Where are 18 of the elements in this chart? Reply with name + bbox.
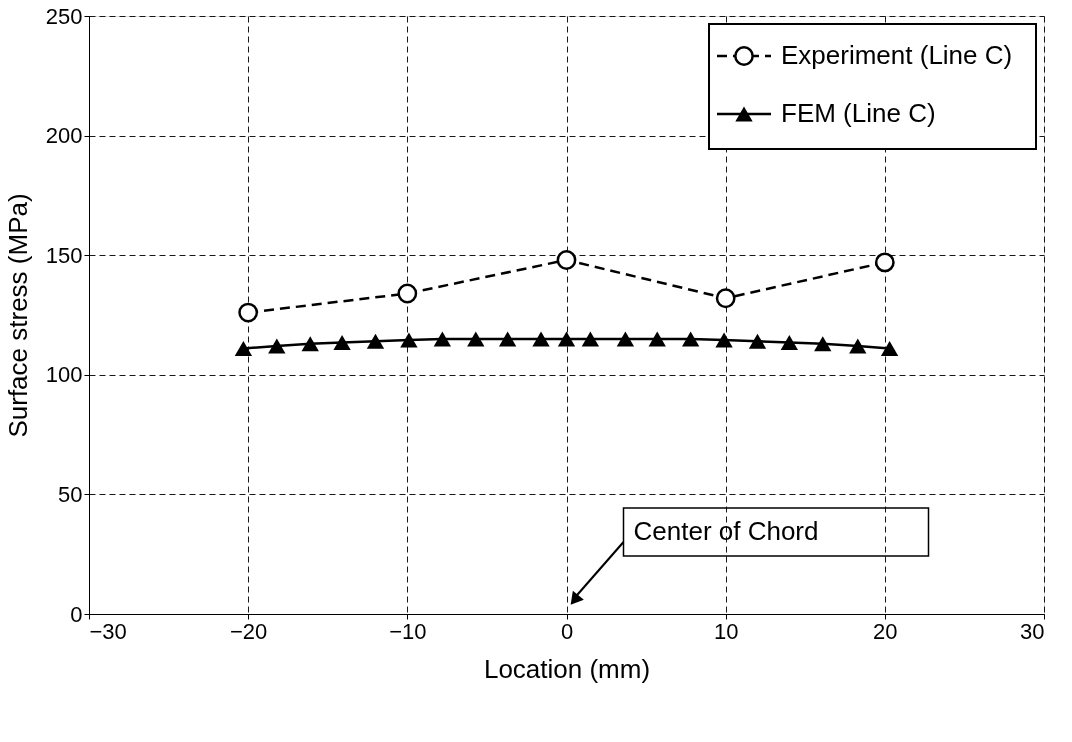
y-tick-label: 50 [58,481,83,507]
x-tick-label: 20 [873,618,898,644]
x-tick-label: 30 [1020,618,1045,644]
annotation: Center of Chord [633,516,819,546]
x-tick-label: −10 [389,618,427,644]
x-tick-label: 10 [713,618,739,644]
y-axis-title: Surface stress (MPa) [2,193,33,438]
y-tick-label: 150 [45,242,83,268]
x-tick-label: −30 [89,618,127,644]
legend-label: Experiment (Line C) [781,40,1013,70]
y-tick-label: 250 [45,3,83,29]
y-tick-label: 0 [70,601,83,627]
x-tick-label: 0 [560,618,574,644]
x-axis-title: Location (mm) [483,653,651,684]
legend-label: FEM (Line C) [781,98,936,128]
y-tick-label: 100 [45,362,83,388]
x-tick-label: −20 [230,618,268,644]
y-tick-label: 200 [45,123,83,149]
